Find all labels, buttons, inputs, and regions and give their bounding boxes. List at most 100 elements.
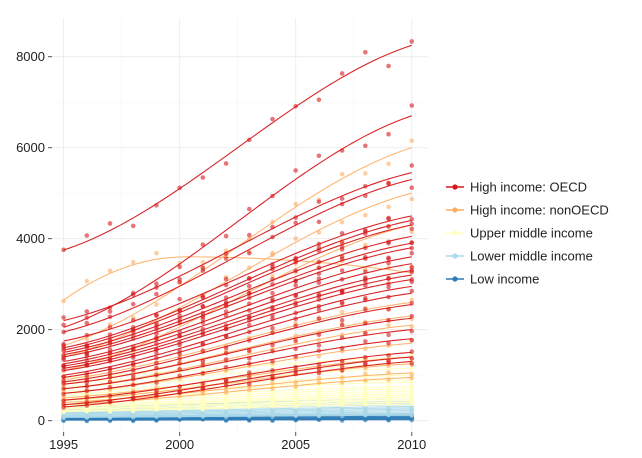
data-point [84,233,90,238]
data-point [200,310,206,316]
data-point [316,280,322,286]
data-point [246,348,252,354]
data-point [200,316,206,322]
data-point [130,408,136,414]
data-point [386,239,391,245]
legend: High income: OECD High income: nonOECD Upp… [446,180,609,287]
data-point [409,297,415,303]
data-point [386,360,391,365]
data-point [339,231,345,236]
data-point [107,399,113,405]
trend-line [63,351,412,401]
series-group [61,39,415,410]
data-point [154,414,159,419]
data-point [386,131,391,137]
data-point [223,405,229,410]
trend-line [63,274,412,369]
data-point [409,196,415,202]
trend-line [63,235,412,353]
data-point [107,268,113,274]
legend-label: Lower middle income [470,249,593,264]
data-point [293,236,299,241]
data-point [339,171,345,177]
y-tick-label: 4000 [16,231,45,246]
data-point [246,315,252,321]
trend-line [63,215,412,342]
data-point [339,380,345,385]
data-point [316,199,322,205]
data-point [130,325,136,330]
trend-line [63,396,412,408]
trend-line [63,414,412,418]
data-point [270,404,275,409]
trend-line [63,256,412,363]
data-point [270,325,275,331]
data-point [107,357,113,363]
trend-line [63,301,412,381]
data-point [363,330,368,336]
data-point [339,256,345,262]
data-point [130,223,136,229]
data-point [316,248,322,253]
data-point [223,357,229,362]
trend-line [63,392,412,406]
trend-line [63,398,412,409]
data-point [409,375,415,381]
trend-line [63,192,412,358]
data-point [223,418,229,423]
trend-line [63,304,412,383]
y-tick-label: 2000 [16,322,45,337]
data-point [154,281,159,287]
legend-swatch-dot [452,184,458,190]
trend-line [63,413,412,418]
data-point [316,153,322,159]
legend-item: Lower middle income [446,249,593,264]
data-point [409,361,415,366]
data-point [386,161,391,167]
data-point [130,292,136,297]
trend-line [63,247,412,358]
data-point [154,302,159,307]
data-point [293,215,299,220]
data-point [61,367,66,373]
data-point [386,322,391,328]
data-point [339,322,345,328]
data-point [270,304,275,310]
trend-line [63,411,412,417]
data-point [339,268,345,273]
data-point [200,259,206,265]
data-point [223,282,229,288]
data-point [270,418,275,424]
data-point [130,259,136,265]
data-point [339,395,345,401]
data-point [246,232,252,238]
data-point [154,312,159,318]
data-point [200,175,206,180]
trend-line [63,338,412,394]
data-point [200,348,206,353]
legend-swatch-dot [452,276,458,282]
data-point [339,289,345,295]
data-point [409,264,415,270]
data-point [409,269,415,275]
trend-line [63,356,412,406]
data-point [61,329,66,335]
trend-line [63,363,412,401]
trend-line [63,172,412,322]
data-point [200,407,206,412]
data-point [409,313,415,319]
trend-line [63,360,412,408]
y-tick-label: 0 [38,413,45,428]
trend-line [63,279,412,372]
data-point [339,317,345,323]
data-point [386,255,391,261]
legend-swatch-dot [452,207,458,213]
trend-line [63,269,412,367]
data-point [223,276,229,282]
data-point [386,180,391,186]
data-point [61,322,66,328]
data-point [316,343,322,348]
data-point [200,268,206,273]
data-point [177,296,182,302]
data-point [409,349,415,354]
